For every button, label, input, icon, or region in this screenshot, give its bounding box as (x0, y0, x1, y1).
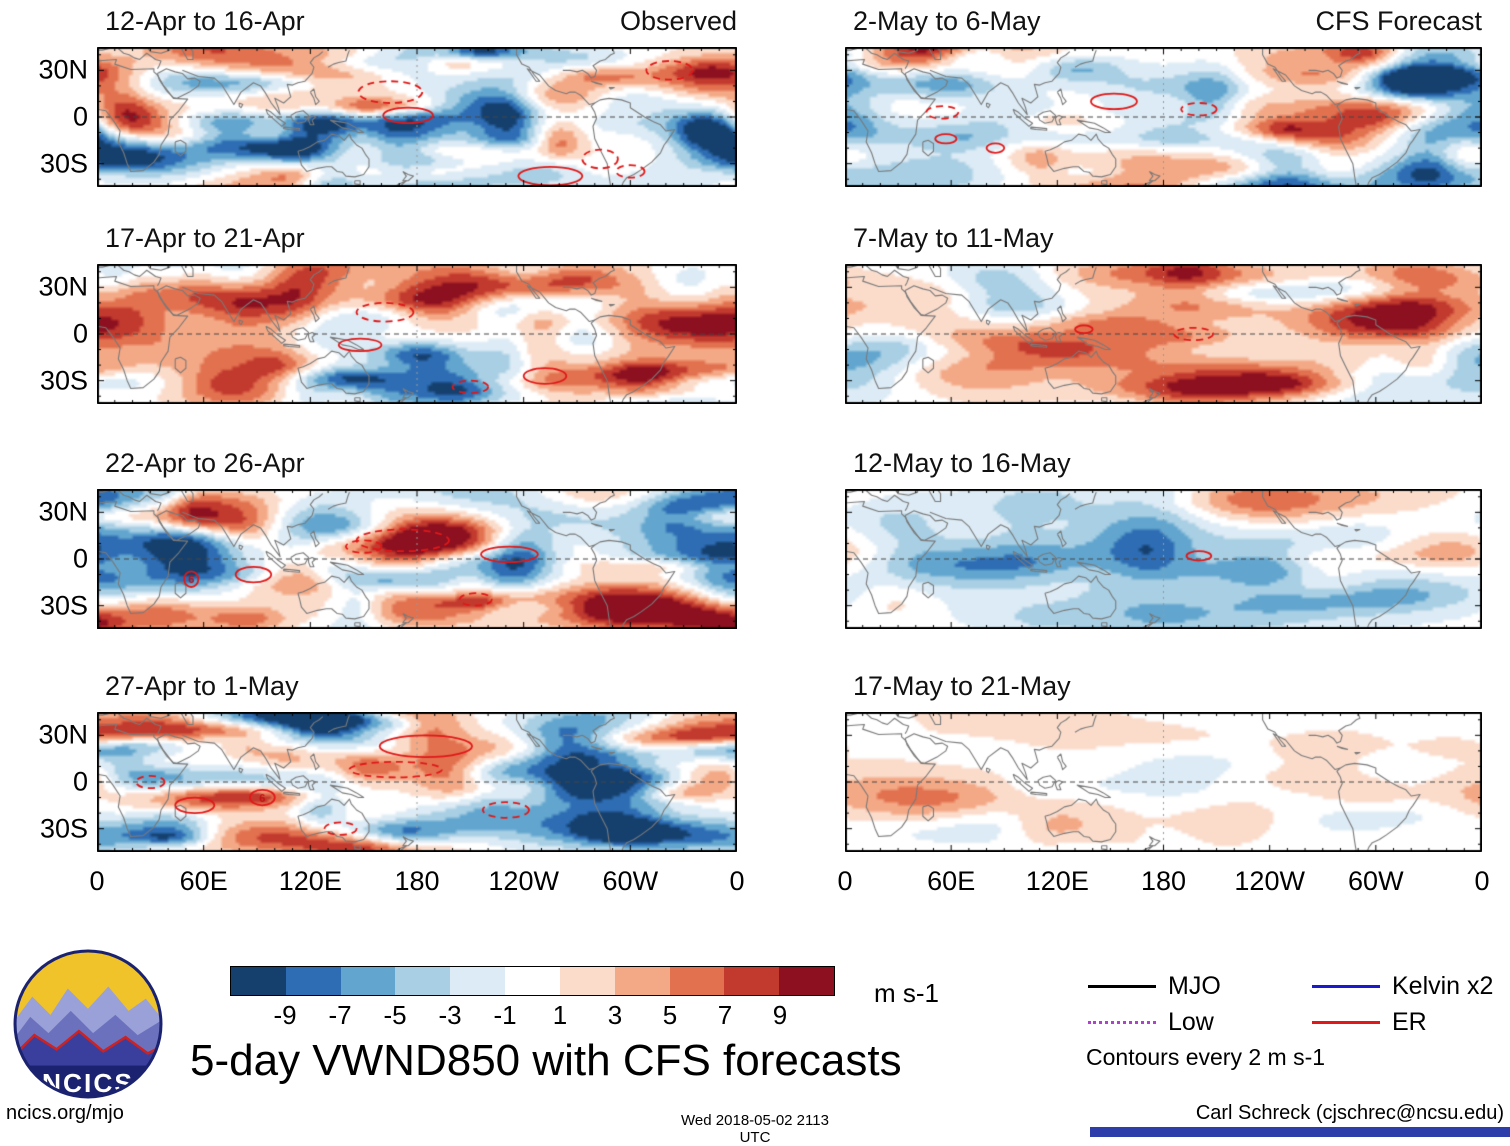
x-axis-labels-forecast: 0 60E 120E 180 120W 60W 0 (837, 866, 1489, 900)
x-axis-labels-observed: 0 60E 120E 180 120W 60W 0 (89, 866, 744, 900)
y-tick-30s: 30S (39, 148, 88, 179)
map-panel-observed-4 (97, 712, 737, 852)
colorbar-segment (614, 967, 670, 995)
x-tick: 0 (729, 866, 745, 896)
y-tick-30n: 30N (38, 496, 88, 527)
x-tick: 0 (1474, 866, 1490, 896)
x-tick: 60E (927, 866, 976, 896)
footer-credit: Carl Schreck (cjschrec@ncsu.edu) (1195, 1102, 1504, 1124)
colorbar-tick: -9 (273, 1000, 297, 1030)
x-tick: 60E (179, 866, 228, 896)
map-canvas (97, 47, 737, 187)
footer-url: ncics.org/mjo (6, 1102, 124, 1124)
x-tick: 180 (1140, 866, 1187, 896)
footer-timestamp: Wed 2018-05-02 2113 UTC (681, 1112, 829, 1146)
y-tick-30n: 30N (38, 719, 88, 750)
figure-title: 5-day VWND850 with CFS forecasts (190, 1036, 902, 1085)
contour-interval-note: Contours every 2 m s-1 (1086, 1044, 1326, 1070)
x-tick: 0 (837, 866, 853, 896)
y-axis-labels-row-4: 30N 0 30S (0, 712, 88, 852)
panel-title-1: 17-Apr to 21-Apr (105, 223, 305, 253)
map-canvas (97, 264, 737, 404)
y-tick-30n: 30N (38, 271, 88, 302)
y-axis-labels-row-1: 30N 0 30S (0, 47, 88, 187)
y-tick-30n: 30N (38, 54, 88, 85)
y-tick-30s: 30S (39, 813, 88, 844)
low-line-sample (1088, 1021, 1156, 1024)
ncics-logo-text: NCICS (42, 1068, 134, 1098)
colorbar-segment (450, 967, 506, 995)
colorbar-tick: 7 (717, 1000, 733, 1030)
y-tick-0: 0 (72, 318, 88, 349)
map-panel-observed-1 (97, 47, 737, 187)
panel-title-4: 2-May to 6-May (853, 6, 1041, 36)
legend-label-mjo: MJO (1168, 972, 1221, 1000)
map-canvas (845, 489, 1482, 629)
colorbar-tick: -3 (438, 1000, 462, 1030)
colorbar-unit-label: m s-1 (874, 978, 939, 1008)
ncics-logo-image: NCICS (13, 949, 163, 1099)
kelvin-line-sample (1312, 985, 1380, 988)
colorbar-labels: -9 -7 -5 -3 -1 1 3 5 7 9 (230, 1000, 835, 1030)
y-tick-0: 0 (72, 766, 88, 797)
legend-label-er: ER (1392, 1008, 1427, 1036)
colorbar-segment (395, 967, 451, 995)
map-canvas (845, 264, 1482, 404)
colorbar-segment (779, 967, 834, 995)
y-tick-30s: 30S (39, 365, 88, 396)
panel-title-7: 17-May to 21-May (853, 671, 1071, 701)
bottom-blue-bar (1090, 1127, 1510, 1137)
x-tick: 60W (602, 866, 659, 896)
panel-title-0: 12-Apr to 16-Apr (105, 6, 305, 36)
colorbar-segment (669, 967, 725, 995)
mjo-line-sample (1088, 985, 1156, 988)
colorbar (230, 966, 835, 996)
map-panel-observed-2 (97, 264, 737, 404)
colorbar-tick: 3 (607, 1000, 623, 1030)
map-panel-forecast-4 (845, 712, 1482, 852)
panel-title-6: 12-May to 16-May (853, 448, 1071, 478)
colorbar-segment (285, 967, 341, 995)
map-canvas (97, 489, 737, 629)
map-canvas (845, 47, 1482, 187)
y-axis-labels-row-2: 30N 0 30S (0, 264, 88, 404)
x-tick: 120W (1234, 866, 1305, 896)
panel-title-5: 7-May to 11-May (853, 223, 1054, 253)
cfs-forecast-label: CFS Forecast (1315, 6, 1482, 36)
colorbar-tick: -7 (328, 1000, 352, 1030)
map-canvas (97, 712, 737, 852)
x-tick: 0 (89, 866, 105, 896)
x-tick: 120E (1025, 866, 1089, 896)
y-tick-0: 0 (72, 101, 88, 132)
map-canvas (845, 712, 1482, 852)
er-line-sample (1312, 1021, 1380, 1024)
colorbar-tick: 1 (552, 1000, 568, 1030)
colorbar-tick: -5 (383, 1000, 407, 1030)
legend-label-kelvin: Kelvin x2 (1392, 972, 1494, 1000)
panel-title-2: 22-Apr to 26-Apr (105, 448, 305, 478)
map-panel-observed-3 (97, 489, 737, 629)
colorbar-segment (340, 967, 396, 995)
map-panel-forecast-1 (845, 47, 1482, 187)
colorbar-segment (559, 967, 615, 995)
colorbar-segment (231, 967, 286, 995)
y-tick-30s: 30S (39, 590, 88, 621)
colorbar-segment (724, 967, 780, 995)
x-tick: 120E (278, 866, 342, 896)
colorbar-tick: 9 (772, 1000, 788, 1030)
ncics-logo: NCICS (12, 948, 164, 1105)
colorbar-tick: 5 (662, 1000, 678, 1030)
observed-label: Observed (619, 6, 737, 36)
x-tick: 120W (488, 866, 559, 896)
x-tick: 60W (1348, 866, 1404, 896)
y-axis-labels-row-3: 30N 0 30S (0, 489, 88, 629)
map-panel-forecast-2 (845, 264, 1482, 404)
y-tick-0: 0 (72, 543, 88, 574)
map-panel-forecast-3 (845, 489, 1482, 629)
colorbar-segment (505, 967, 560, 995)
panel-title-3: 27-Apr to 1-May (105, 671, 299, 701)
x-tick: 180 (394, 866, 440, 896)
legend-label-low: Low (1168, 1008, 1214, 1036)
colorbar-tick: -1 (493, 1000, 517, 1030)
